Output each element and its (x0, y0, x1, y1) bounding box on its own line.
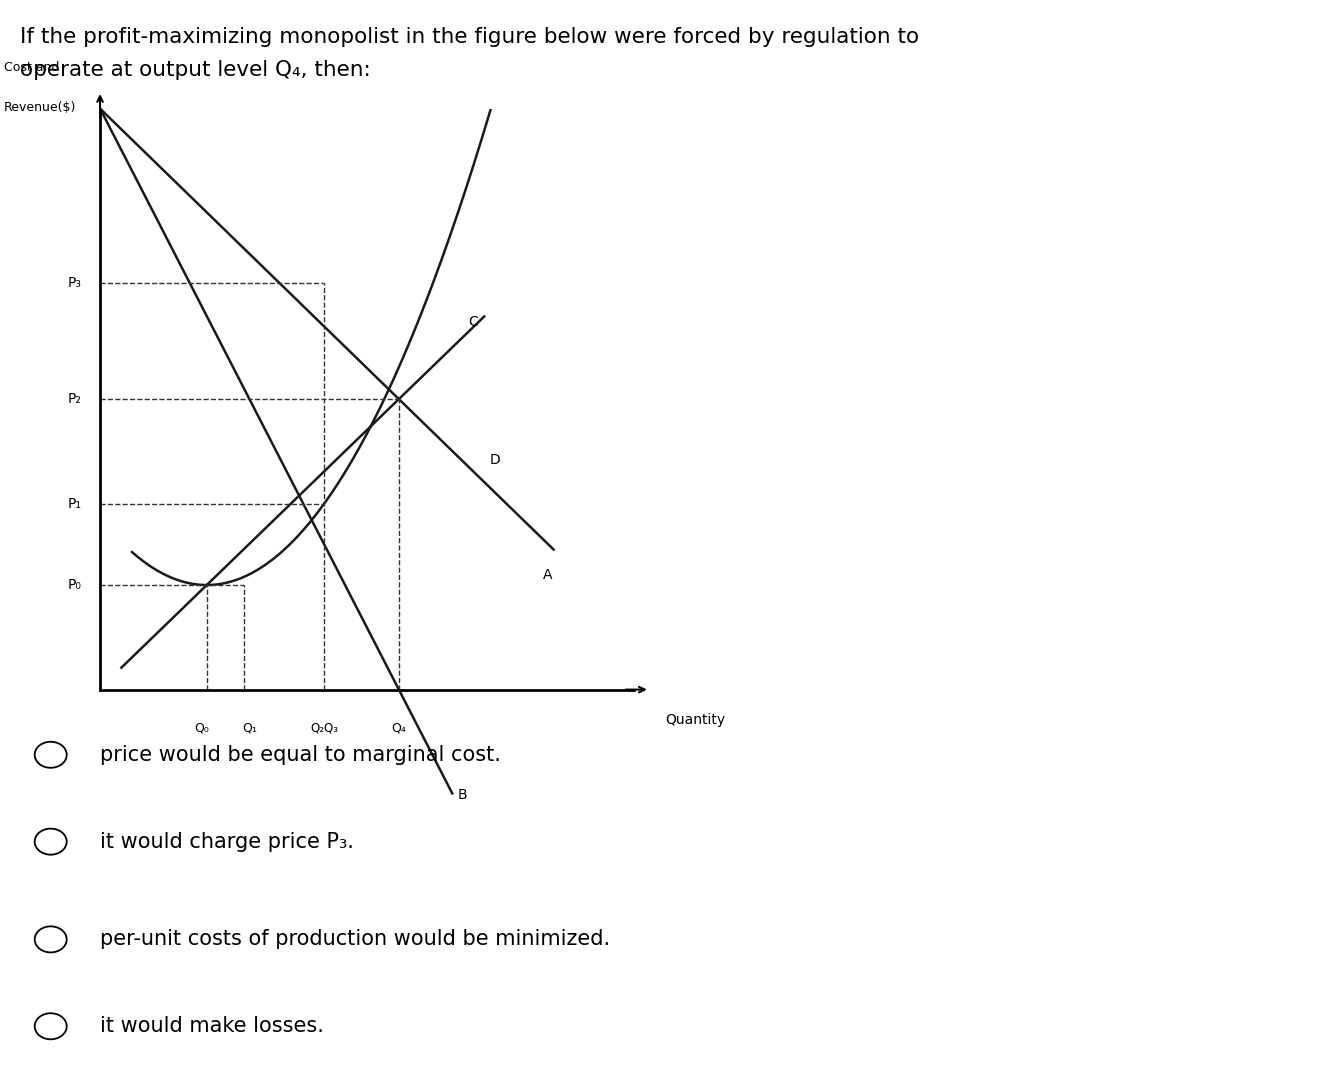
Text: it would make losses.: it would make losses. (100, 1016, 324, 1036)
Text: A: A (543, 568, 552, 582)
Text: Q₂Q₃: Q₂Q₃ (311, 721, 338, 734)
Text: P₀: P₀ (68, 578, 81, 592)
Text: Quantity: Quantity (666, 712, 726, 727)
Text: per-unit costs of production would be minimized.: per-unit costs of production would be mi… (100, 930, 610, 949)
Text: Cost and: Cost and (4, 61, 60, 74)
Text: operate at output level Q₄, then:: operate at output level Q₄, then: (20, 60, 371, 79)
Text: P₂: P₂ (68, 392, 81, 406)
Text: C: C (468, 315, 478, 328)
Text: If the profit-maximizing monopolist in the figure below were forced by regulatio: If the profit-maximizing monopolist in t… (20, 27, 919, 47)
Text: P₁: P₁ (68, 496, 81, 510)
Text: P₃: P₃ (68, 276, 81, 290)
Text: it would charge price P₃.: it would charge price P₃. (100, 832, 354, 851)
Text: Q₀: Q₀ (193, 721, 209, 734)
Text: D: D (490, 453, 500, 467)
Text: Revenue($): Revenue($) (4, 101, 76, 114)
Text: B: B (458, 788, 467, 803)
Text: Q₁: Q₁ (241, 721, 257, 734)
Text: price would be equal to marginal cost.: price would be equal to marginal cost. (100, 745, 502, 765)
Text: Q₄: Q₄ (391, 721, 407, 734)
